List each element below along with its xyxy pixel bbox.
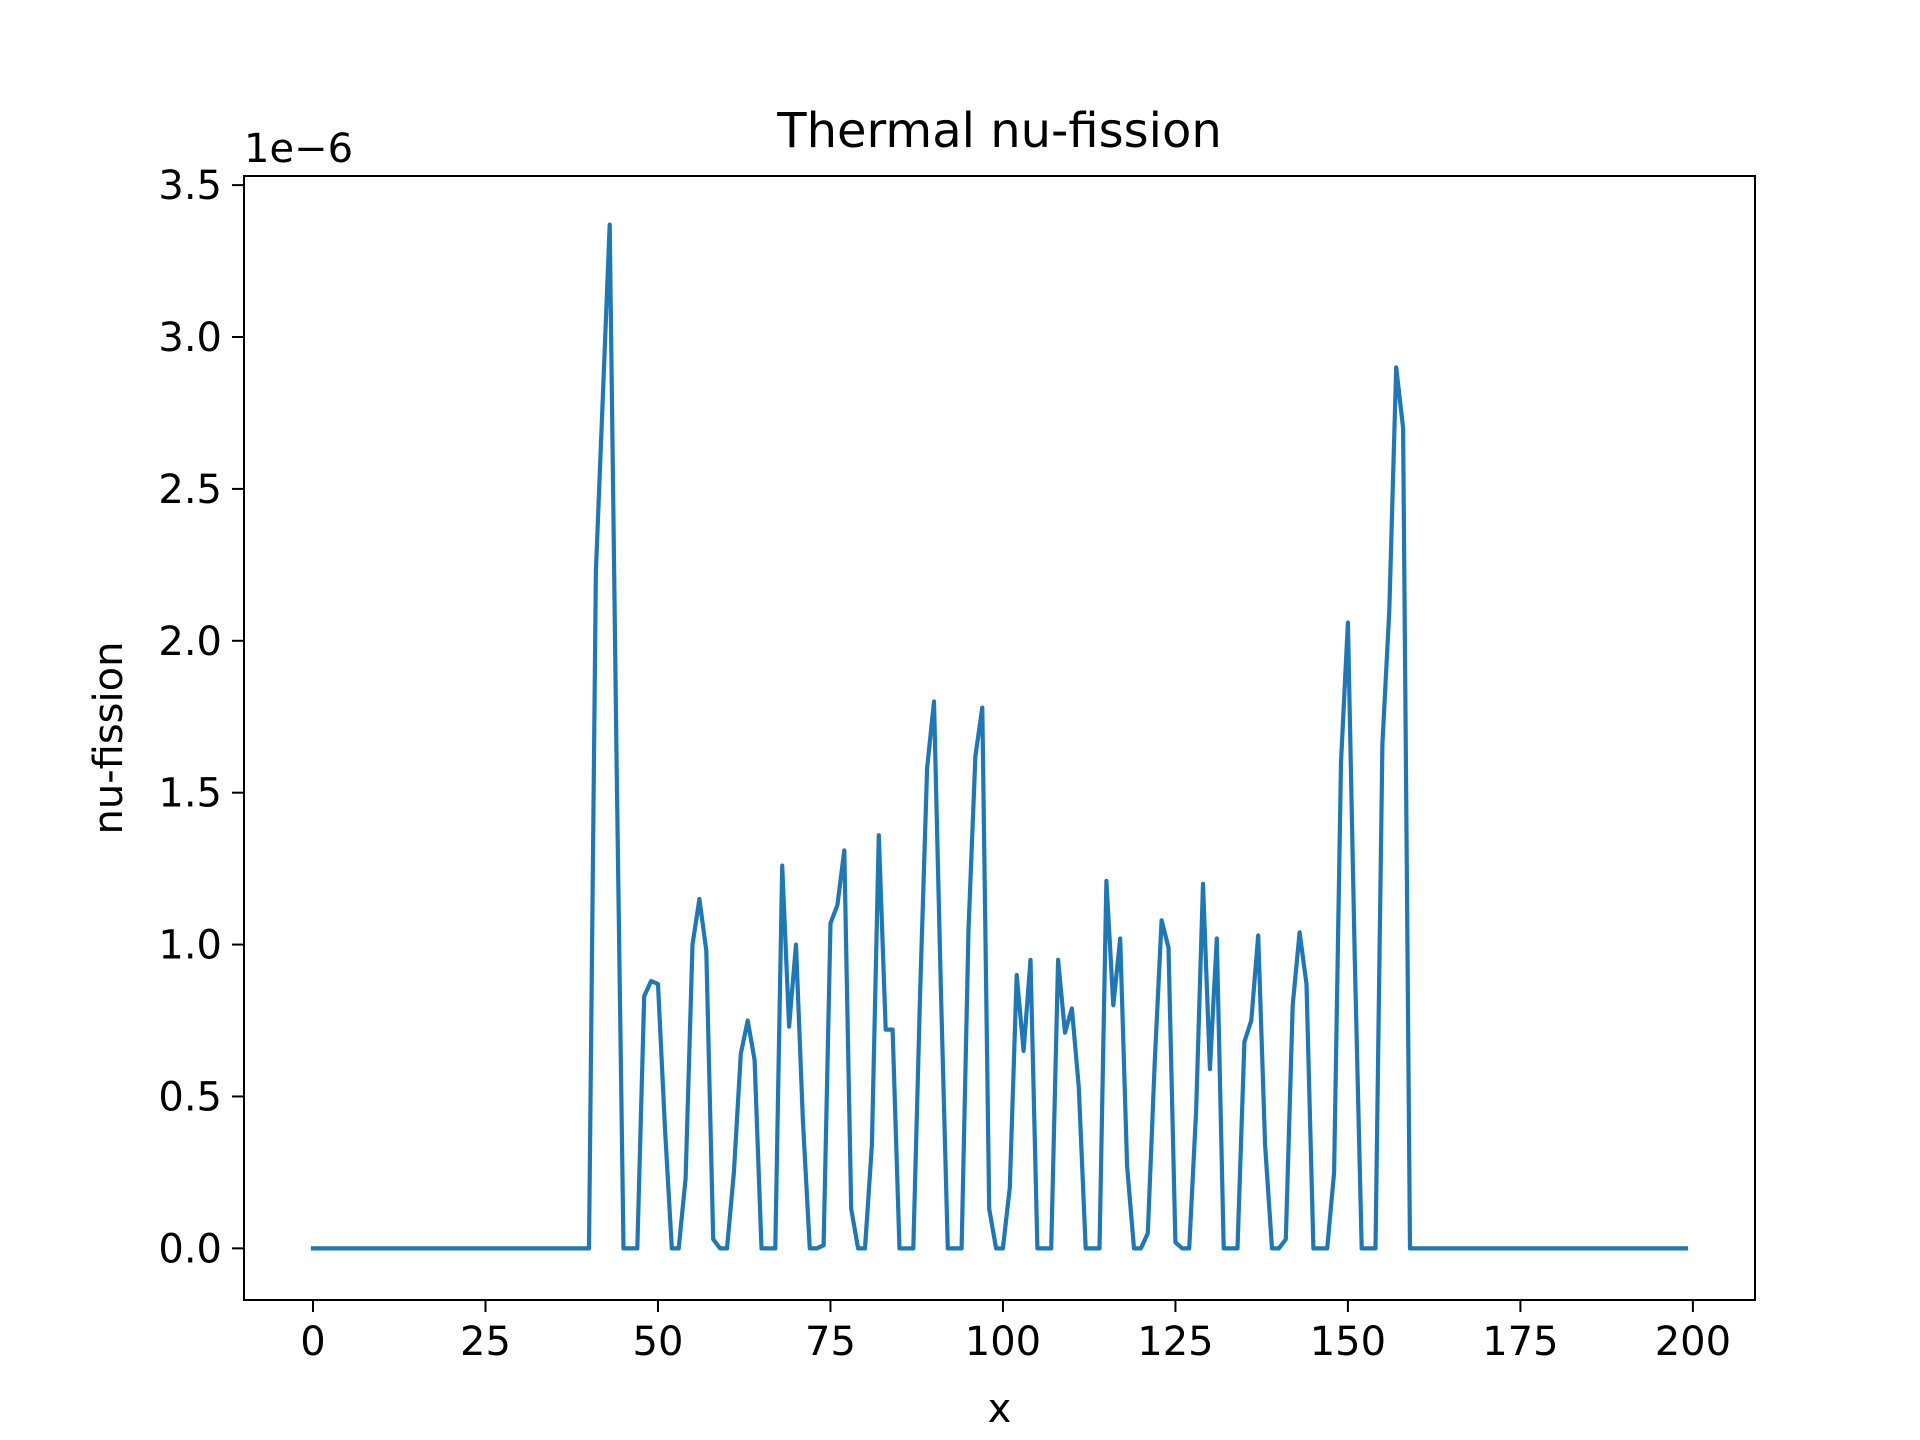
y-tick-label: 3.5	[158, 163, 222, 209]
y-tick-label: 3.0	[158, 315, 222, 361]
chart-title: Thermal nu-fission	[776, 103, 1221, 159]
y-axis-ticks: 0.0 0.5 1.0 1.5 2.0 2.5 3.0 3.5	[158, 163, 244, 1272]
y-tick-label: 0.5	[158, 1074, 222, 1120]
x-tick-label: 25	[460, 1319, 511, 1365]
x-tick-label: 175	[1482, 1319, 1558, 1365]
y-tick-label: 0.0	[158, 1226, 222, 1272]
x-tick-label: 125	[1137, 1319, 1213, 1365]
axes-frame	[243, 175, 1756, 1301]
x-tick-label: 200	[1655, 1319, 1731, 1365]
y-axis-offset-label: 1e−6	[244, 126, 353, 172]
x-axis-ticks: 0 25 50 75 100 125 150 175 200	[300, 1300, 1731, 1365]
y-axis-label: nu-fission	[86, 642, 132, 835]
plot-area	[243, 175, 1756, 1301]
x-tick-label: 150	[1310, 1319, 1386, 1365]
y-tick-label: 1.0	[158, 923, 222, 969]
series-line	[310, 222, 1689, 1251]
x-tick-label: 50	[633, 1319, 684, 1365]
x-axis-label: x	[988, 1386, 1012, 1432]
y-tick-label: 2.5	[158, 467, 222, 513]
x-tick-label: 100	[965, 1319, 1041, 1365]
y-tick-label: 1.5	[158, 771, 222, 817]
x-tick-label: 75	[805, 1319, 856, 1365]
x-tick-label: 0	[300, 1319, 325, 1365]
y-tick-label: 2.0	[158, 619, 222, 665]
